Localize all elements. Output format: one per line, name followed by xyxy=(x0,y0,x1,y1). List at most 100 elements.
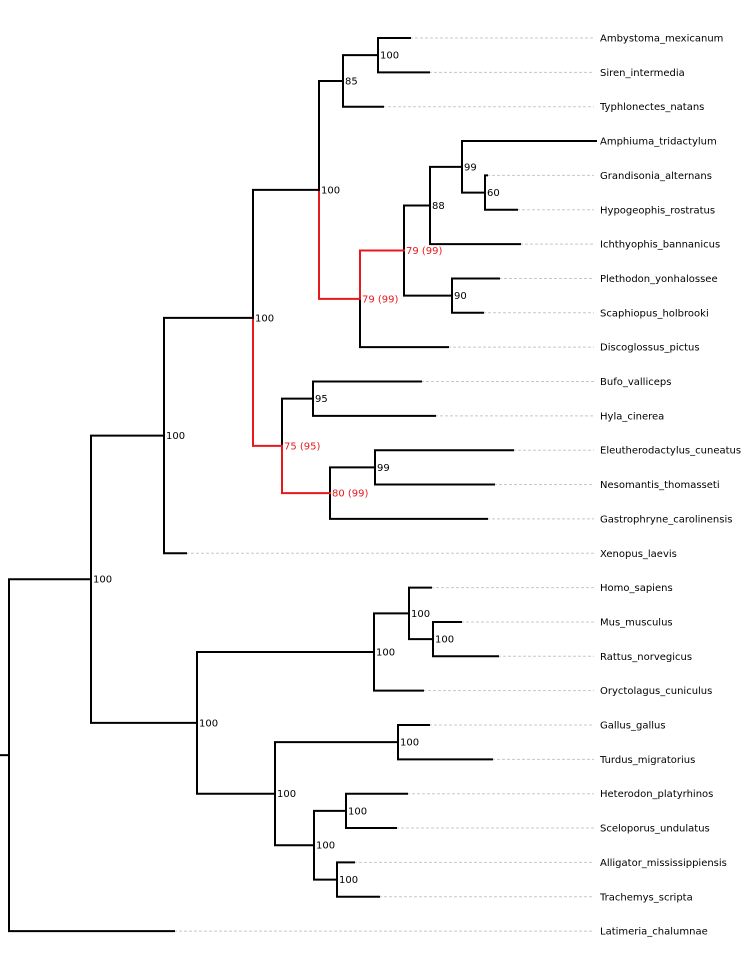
taxon-label: Hypogeophis_rostratus xyxy=(600,205,715,216)
branch-n_top-to-n_caud xyxy=(318,79,344,191)
support-value: 100 xyxy=(321,185,340,196)
taxon-label: Gastrophryne_carolinensis xyxy=(600,514,732,525)
branch-n_outer_red-to-leaf-9 xyxy=(359,297,449,349)
taxon-label: Mus_musculus xyxy=(600,617,673,628)
branch-n_amph_cae-to-n_hyp_gra xyxy=(461,165,486,194)
support-value: 100 xyxy=(199,718,218,729)
branch-n_root-to-leaf-26 xyxy=(8,754,175,933)
branch-n_mid-to-n_anura_red xyxy=(252,316,283,447)
branch-n_squamata-to-leaf-23 xyxy=(345,809,397,830)
support-value: 100 xyxy=(255,313,274,324)
branch-n_bufo_hyla-to-leaf-11 xyxy=(312,397,436,417)
support-value: 100 xyxy=(277,789,296,800)
taxon-labels: Ambystoma_mexicanum Siren_intermedia Typhl… xyxy=(599,34,741,938)
support-value: 100 xyxy=(411,609,430,620)
support-value: 100 xyxy=(316,841,335,852)
branch-n_eleu_neso-to-leaf-13 xyxy=(374,466,495,486)
branch-n_top-to-n_outer_red xyxy=(318,188,361,300)
support-labels: 100 85 60 99 88 90 79 (99) 79 (99) 100 95 99 80 (99… xyxy=(93,51,500,886)
taxon-label: Alligator_mississippiensis xyxy=(600,858,727,869)
support-value: 100 xyxy=(376,648,395,659)
taxon-label: Heterodon_platyrhinos xyxy=(600,789,713,800)
branch-n_archo-to-leaf-24 xyxy=(336,861,355,881)
taxon-label: Xenopus_laevis xyxy=(600,549,677,560)
branch-n_pleth_scaph-to-leaf-8 xyxy=(451,294,484,314)
taxon-label: Rattus_norvegicus xyxy=(600,652,692,663)
taxon-label: Latimeria_chalumnae xyxy=(600,927,708,938)
taxon-label: Homo_sapiens xyxy=(600,583,673,594)
branch-n_ichthy-to-n_amph_cae xyxy=(429,165,463,207)
branch-n_ichthy-to-leaf-6 xyxy=(429,204,521,246)
support-value: 75 (95) xyxy=(284,441,321,452)
taxon-label: Bufo_valliceps xyxy=(600,377,671,388)
branch-n_outer_red-to-n_inner_red xyxy=(359,249,405,300)
branch-n_tetrapoda-to-n_amniota xyxy=(90,578,198,724)
branch-n_mid-to-n_top xyxy=(252,188,320,319)
taxon-label: Trachemys_scripta xyxy=(599,892,693,903)
support-value: 100 xyxy=(435,635,454,646)
branch-n_microhylid-to-n_eleu_neso xyxy=(329,466,376,495)
taxon-label: Nesomantis_thomasseti xyxy=(600,480,720,491)
support-value: 95 xyxy=(315,394,328,405)
taxon-label: Scaphiopus_holbrooki xyxy=(600,308,709,319)
tree-branches xyxy=(0,37,597,933)
support-value: 85 xyxy=(345,76,358,87)
branch-n_eleu_neso-to-leaf-12 xyxy=(374,449,514,469)
branch-n_mammal-to-leaf-19 xyxy=(373,651,424,692)
branch-n_root-to-n_tetrapoda xyxy=(8,578,92,757)
branch-n_amb_sir-to-leaf-0 xyxy=(377,37,411,57)
branch-n_bird-to-leaf-20 xyxy=(397,724,430,744)
support-value: 79 (99) xyxy=(406,246,443,257)
branch-n_anura_red-to-n_bufo_hyla xyxy=(281,397,314,447)
support-value: 99 xyxy=(377,463,390,474)
branch-n_amphibia-to-leaf-15 xyxy=(163,434,187,555)
branch-n_bird-to-leaf-21 xyxy=(397,741,493,761)
support-value: 100 xyxy=(166,431,185,442)
taxon-label: Ichthyophis_bannanicus xyxy=(600,240,720,251)
branch-n_amph_cae-to-leaf-3 xyxy=(461,140,597,168)
branch-n_mammal-to-n_homo_murid xyxy=(373,612,410,654)
taxon-label: Typhlonectes_natans xyxy=(599,102,704,113)
branch-n_reptile-to-n_squamata xyxy=(313,809,347,847)
branch-n_amphibia-to-n_mid xyxy=(163,316,254,437)
branch-n_bufo_hyla-to-leaf-10 xyxy=(312,380,422,400)
taxon-label: Sceloporus_undulatus xyxy=(600,824,710,835)
branch-n_amniota-to-n_sauria xyxy=(196,721,276,795)
support-value: 60 xyxy=(487,188,500,199)
taxon-label: Grandisonia_alternans xyxy=(600,171,712,182)
branch-n_homo_murid-to-leaf-16 xyxy=(408,586,432,615)
branch-n_amniota-to-n_mammal xyxy=(196,651,375,724)
taxon-label: Siren_intermedia xyxy=(600,68,685,79)
taxon-label: Eleutherodactylus_cuneatus xyxy=(600,446,741,457)
support-value: 90 xyxy=(454,291,467,302)
support-value: 100 xyxy=(400,738,419,749)
leader-lines xyxy=(174,37,596,932)
support-value: 80 (99) xyxy=(332,489,369,500)
taxon-label: Ambystoma_mexicanum xyxy=(600,34,723,45)
branch-n_inner_red-to-n_pleth_scaph xyxy=(403,249,453,297)
branch-n_caud-to-leaf-2 xyxy=(342,79,384,108)
support-value: 100 xyxy=(348,806,367,817)
support-value: 100 xyxy=(339,875,358,886)
branch-n_anura_red-to-n_microhylid xyxy=(281,444,331,495)
support-value: 79 (99) xyxy=(362,294,399,305)
taxon-label: Turdus_migratorius xyxy=(599,755,695,766)
branch-n_mus_rat-to-leaf-18 xyxy=(432,638,499,658)
branch-n_amb_sir-to-leaf-1 xyxy=(377,54,430,74)
taxon-label: Amphiuma_tridactylum xyxy=(600,137,717,148)
support-value: 88 xyxy=(432,201,445,212)
taxon-label: Plethodon_yonhalossee xyxy=(600,274,718,285)
branch-n_mus_rat-to-leaf-17 xyxy=(432,620,462,641)
branch-n_archo-to-leaf-25 xyxy=(336,878,380,898)
branch-n_homo_murid-to-n_mus_rat xyxy=(408,612,434,641)
taxon-label: Gallus_gallus xyxy=(600,721,666,732)
support-value: 100 xyxy=(380,51,399,62)
branch-n_sauria-to-n_bird xyxy=(274,741,399,795)
branch-n_sauria-to-n_reptile xyxy=(274,792,315,847)
branch-n_tetrapoda-to-n_amphibia xyxy=(90,434,165,581)
branch-n_reptile-to-n_archo xyxy=(313,844,338,881)
branch-n_hyp_gra-to-leaf-4 xyxy=(484,174,488,194)
branch-n_caud-to-n_amb_sir xyxy=(342,54,379,82)
taxon-label: Discoglossus_pictus xyxy=(600,343,700,354)
